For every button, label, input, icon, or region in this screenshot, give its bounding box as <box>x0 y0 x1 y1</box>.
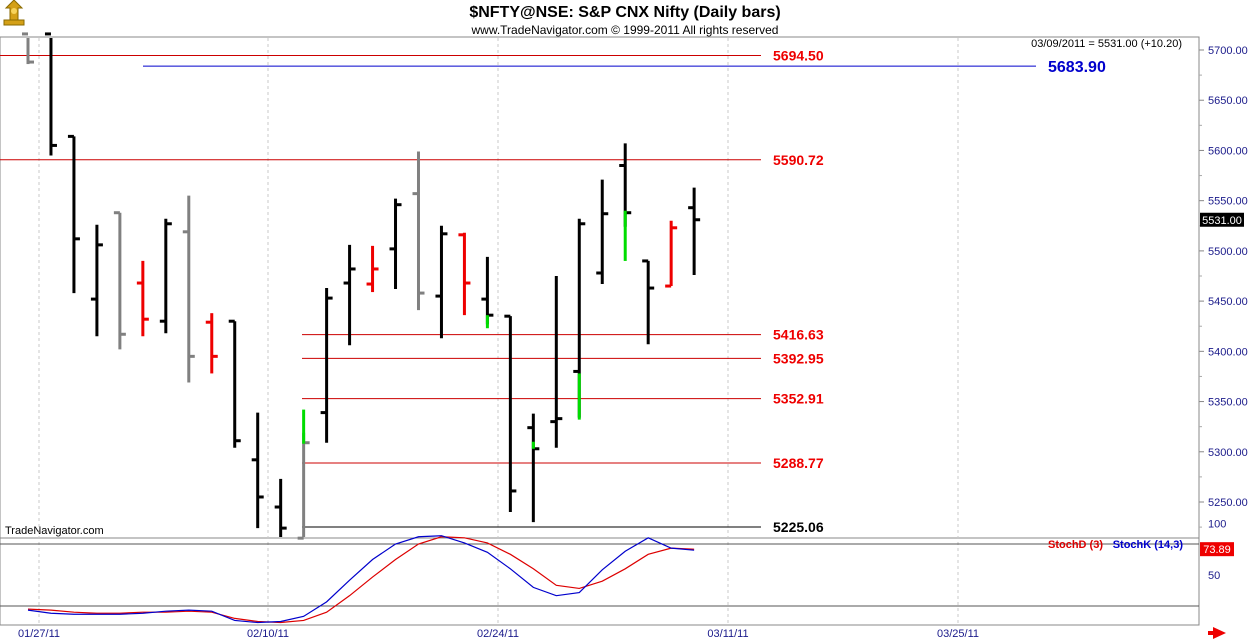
price-tick-label: 5500.00 <box>1208 246 1248 258</box>
stochk-line <box>27 535 695 624</box>
price-bars <box>22 32 701 540</box>
legend-stochk: StochK (14,3) <box>1113 539 1184 551</box>
last-bar-readout: 03/09/2011 = 5531.00 (+10.20) <box>1031 38 1182 50</box>
stochastic-axis: 50 100 73.89 <box>1200 518 1234 582</box>
stochastic-tick-label: 50 <box>1208 570 1220 582</box>
level-label: 5694.50 <box>773 48 824 64</box>
price-tick-label: 5600.00 <box>1208 145 1248 157</box>
date-tick-label: 01/27/11 <box>18 628 60 640</box>
level-label: 5416.63 <box>773 327 824 343</box>
gold-trophy-logo-icon <box>3 0 25 26</box>
level-label: 5225.06 <box>773 519 824 535</box>
stochastic-last-box <box>1200 542 1234 557</box>
price-axis: 5250.00 5300.00 5350.00 5400.00 5450.00 5500.… <box>1199 45 1248 528</box>
last-price-label: 5531.00 <box>1202 215 1242 227</box>
price-panel <box>0 36 1200 539</box>
legend-stochd: StochD (3) <box>1048 539 1103 551</box>
level-label-blue: 5683.90 <box>1048 59 1106 76</box>
stochastic-lines <box>0 535 1199 624</box>
level-label: 5590.72 <box>773 152 824 168</box>
date-tick-label: 03/25/11 <box>937 628 979 640</box>
level-label: 5392.95 <box>773 350 824 366</box>
date-axis: 01/27/11 02/10/11 02/24/11 03/11/11 03/25/11 <box>18 628 979 640</box>
level-label: 5352.91 <box>773 391 824 407</box>
grid <box>38 38 959 625</box>
price-tick-label: 5650.00 <box>1208 95 1248 107</box>
level-label: 5288.77 <box>773 455 824 471</box>
last-price-box <box>1200 212 1244 227</box>
stochastic-last-label: 73.89 <box>1203 544 1231 556</box>
date-tick-label: 02/24/11 <box>477 628 519 640</box>
date-tick-label: 03/11/11 <box>707 628 748 640</box>
price-tick-label: 5550.00 <box>1208 196 1248 208</box>
price-tick-label: 5400.00 <box>1208 346 1248 358</box>
price-tick-label: 5700.00 <box>1208 45 1248 57</box>
watermark: TradeNavigator.com <box>5 525 104 537</box>
red-right-arrow-icon[interactable] <box>1208 627 1226 639</box>
stochastic-tick-label: 100 <box>1208 518 1226 530</box>
chart-title: $NFTY@NSE: S&P CNX Nifty (Daily bars) <box>469 4 780 21</box>
price-tick-label: 5350.00 <box>1208 397 1248 409</box>
price-tick-label: 5250.00 <box>1208 497 1248 509</box>
price-tick-label: 5450.00 <box>1208 296 1248 308</box>
support-resistance-levels: 5694.50 5590.72 5416.63 5392.95 5352.91 5288.… <box>0 48 1106 535</box>
stochd-line <box>27 536 695 624</box>
chart-subtitle: www.TradeNavigator.com © 1999-2011 All r… <box>471 23 779 37</box>
price-tick-label: 5300.00 <box>1208 447 1248 459</box>
date-tick-label: 02/10/11 <box>247 628 289 640</box>
